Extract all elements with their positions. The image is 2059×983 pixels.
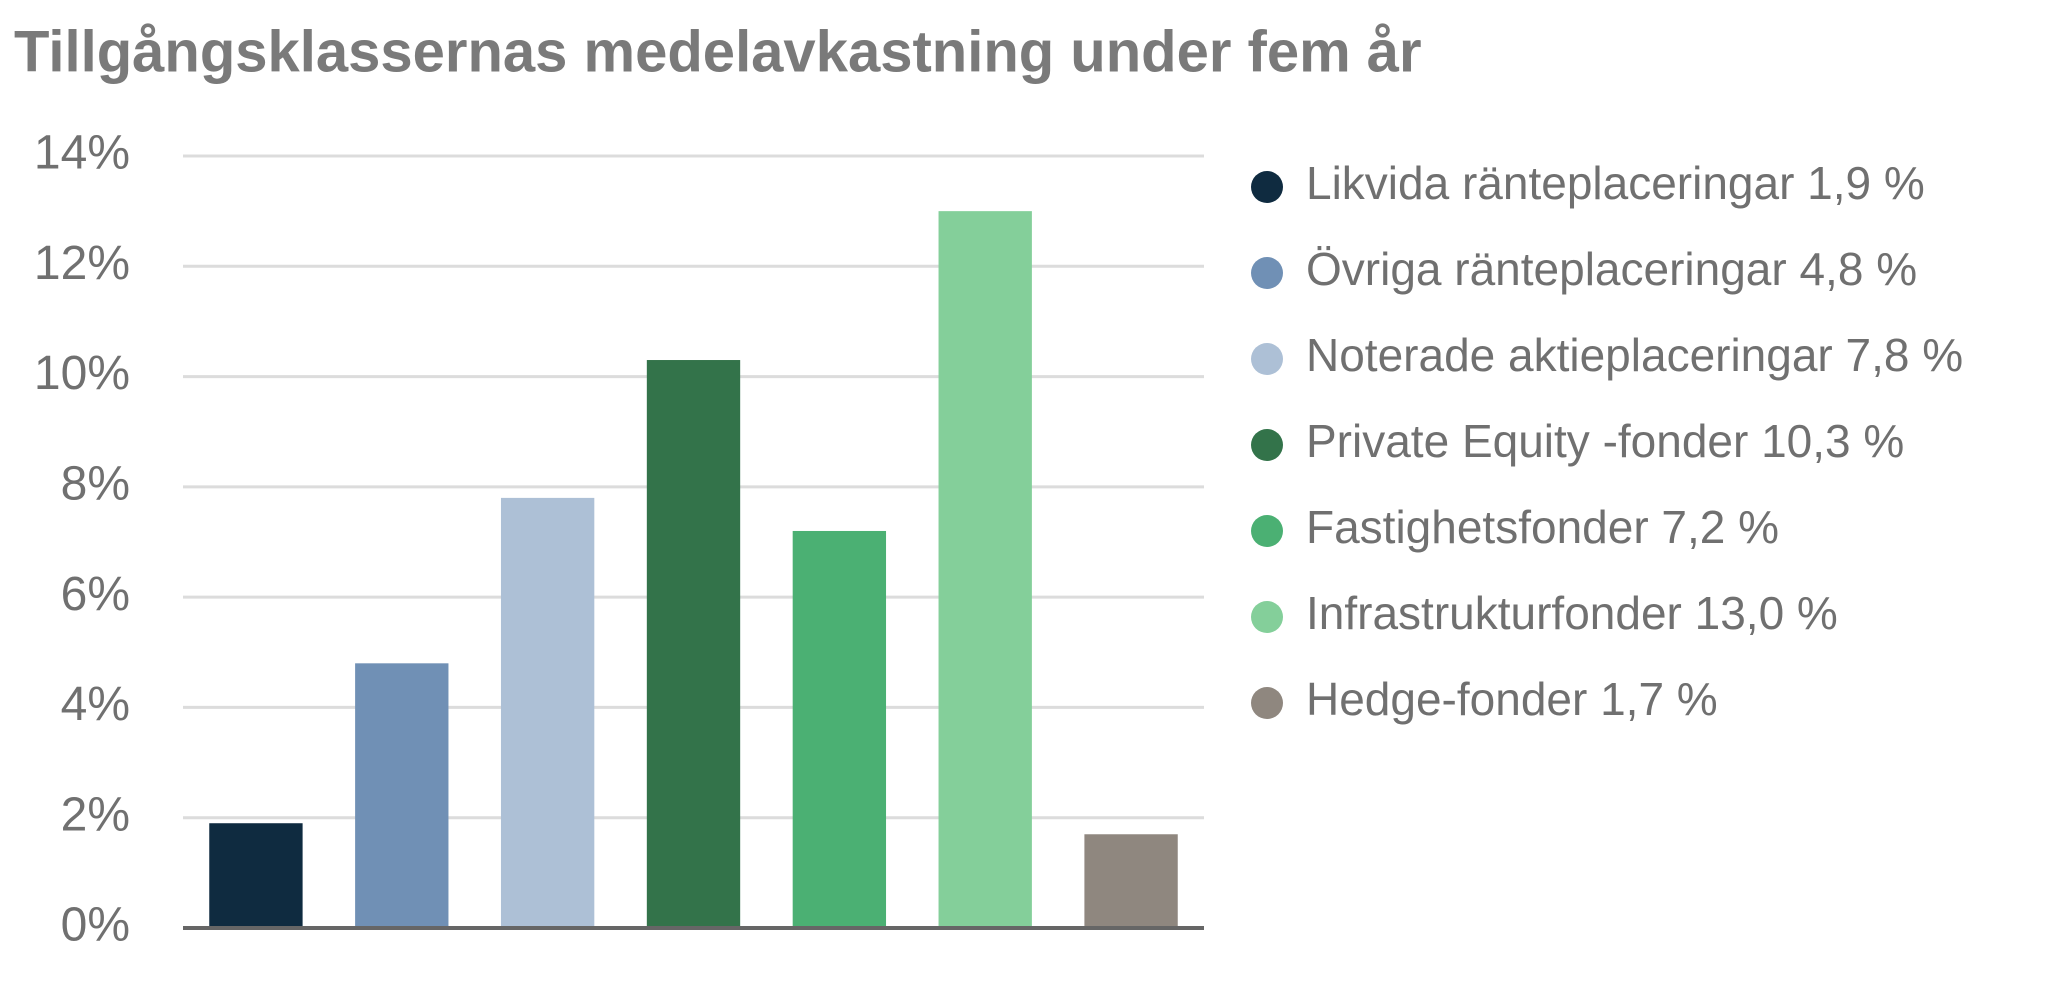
legend-marker bbox=[1251, 601, 1283, 633]
legend-marker bbox=[1251, 257, 1283, 289]
y-tick-label: 4% bbox=[61, 678, 130, 731]
y-tick-label: 10% bbox=[34, 347, 130, 400]
legend-label: Likvida ränteplaceringar 1,9 % bbox=[1306, 157, 1925, 209]
legend-label: Infrastrukturfonder 13,0 % bbox=[1306, 587, 1838, 639]
bar bbox=[938, 211, 1032, 929]
bar bbox=[792, 530, 887, 928]
legend-marker bbox=[1251, 171, 1283, 203]
y-tick-label: 8% bbox=[61, 458, 130, 511]
y-tick-label: 12% bbox=[34, 237, 130, 290]
legend-label: Övriga ränteplaceringar 4,8 % bbox=[1306, 243, 1917, 295]
y-tick-label: 2% bbox=[61, 788, 130, 841]
bar bbox=[646, 360, 741, 928]
legend-label: Hedge-fonder 1,7 % bbox=[1306, 673, 1718, 725]
legend-label: Noterade aktieplaceringar 7,8 % bbox=[1306, 329, 1963, 381]
bar bbox=[1084, 834, 1178, 928]
legend-marker bbox=[1251, 343, 1283, 375]
chart-title: Tillgångsklassernas medelavkastning unde… bbox=[14, 19, 1422, 84]
bar bbox=[209, 823, 303, 928]
y-tick-label: 0% bbox=[61, 899, 130, 952]
legend-marker bbox=[1251, 429, 1283, 461]
y-tick-label: 6% bbox=[61, 568, 130, 621]
bar bbox=[355, 663, 449, 928]
y-tick-label: 14% bbox=[34, 127, 130, 180]
legend-label: Fastighetsfonder 7,2 % bbox=[1306, 501, 1779, 553]
legend-label: Private Equity -fonder 10,3 % bbox=[1306, 415, 1904, 467]
bar bbox=[500, 497, 595, 928]
legend-marker bbox=[1251, 687, 1283, 719]
legend-marker bbox=[1251, 515, 1283, 547]
